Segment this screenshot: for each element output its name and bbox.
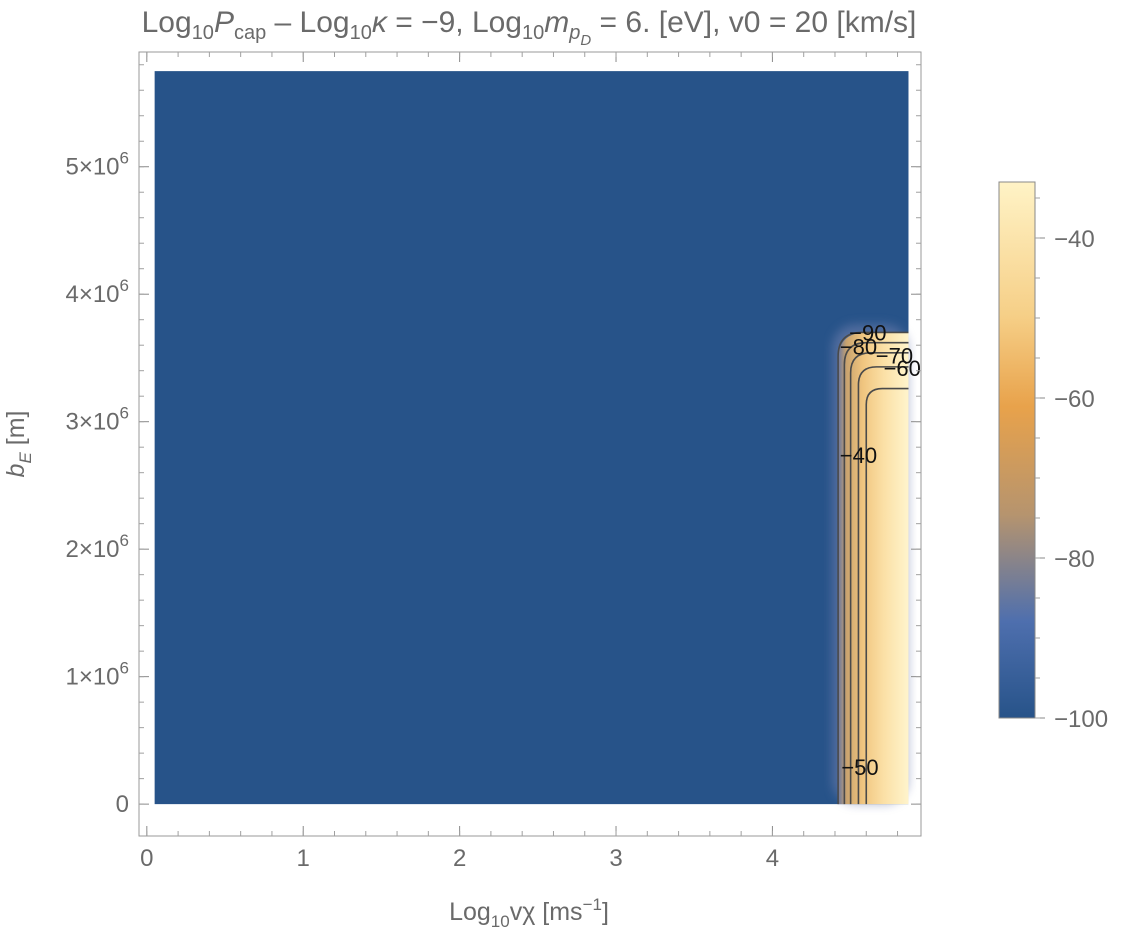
contour-line-70 [849,352,909,805]
contour-label-60: −60 [884,356,921,381]
contour-line-80 [843,341,909,805]
colorbar-ticks: −40 −60 −80 −100 [1035,197,1108,733]
y-tick-label: 2×106 [65,531,129,563]
y-tick-label: 0 [116,791,129,818]
y-tick-label: 5×106 [65,149,129,181]
x-axis-label: Log10vχ [ms−1] [449,895,609,931]
contour-labels: −90−80−70−60 −50 −40 [840,320,921,780]
colorbar [998,181,1036,719]
y-axis-ticks: 0 1×106 2×106 3×106 4×106 5×106 [65,64,921,818]
contour-lines [837,331,909,805]
y-tick-label: 1×106 [65,659,129,691]
colorbar-tick-label: −100 [1054,706,1108,733]
heatmap [154,71,909,805]
contour-line-60 [857,366,909,805]
heatmap-hot-region [838,332,909,805]
x-axis-ticks: 0 1 2 3 4 [140,52,899,872]
chart-title: Log10Pcap – Log10κ = −9, Log10mpD = 6. [… [142,6,917,49]
x-tick-label: 4 [766,845,779,872]
contour-label-70: −70 [876,343,913,368]
contour-line-90 [837,331,909,805]
contour-line-50 [865,387,909,805]
colorbar-tick-label: −60 [1054,386,1095,413]
y-tick-label: 3×106 [65,404,129,436]
y-axis-label: bE [m] [2,411,35,478]
contour-label-40: −40 [840,443,877,468]
contour-label-50: −50 [841,755,878,780]
x-tick-label: 1 [297,845,310,872]
colorbar-tick-label: −80 [1054,546,1095,573]
contour-label-80: −80 [840,334,877,359]
x-tick-label: 0 [140,845,153,872]
y-tick-label: 4×106 [65,276,129,308]
heatmap-background [154,71,909,805]
x-tick-label: 3 [609,845,622,872]
colorbar-tick-label: −40 [1054,226,1095,253]
contour-label-90: −90 [849,320,886,345]
x-tick-label: 2 [453,845,466,872]
